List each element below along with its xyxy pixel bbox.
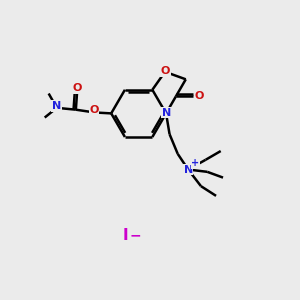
Text: N: N — [162, 108, 171, 118]
Text: N: N — [184, 164, 193, 175]
Text: O: O — [161, 66, 170, 76]
Text: I: I — [123, 228, 129, 243]
Text: +: + — [191, 158, 199, 168]
Text: N: N — [52, 101, 61, 111]
Text: O: O — [89, 105, 99, 115]
Text: O: O — [73, 83, 82, 93]
Text: O: O — [194, 91, 204, 101]
Text: −: − — [129, 228, 141, 242]
